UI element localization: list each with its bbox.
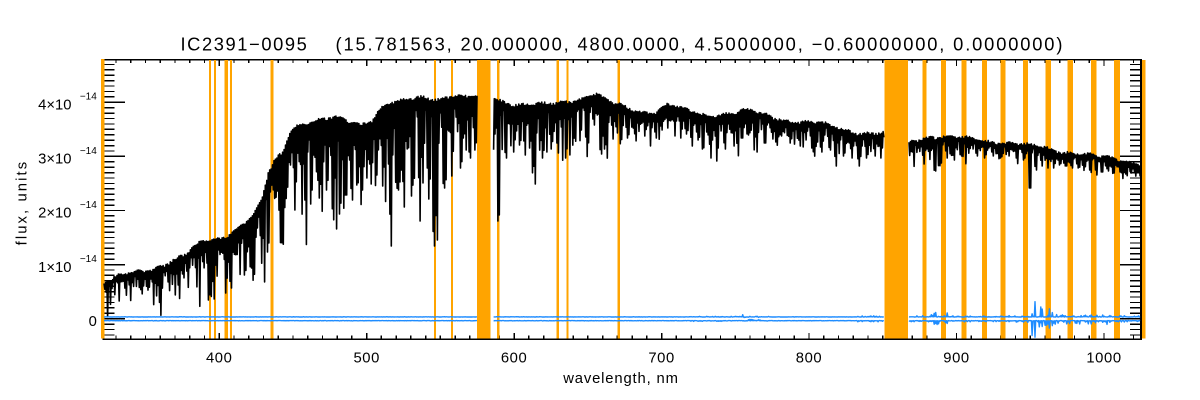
svg-text:1000: 1000 — [1086, 350, 1121, 366]
svg-text:flux, units: flux, units — [15, 160, 31, 246]
svg-text:−14: −14 — [80, 254, 97, 265]
svg-text:−14: −14 — [80, 146, 97, 157]
svg-text:−14: −14 — [80, 92, 97, 103]
svg-text:(15.781563, 20.000000, 4800.00: (15.781563, 20.000000, 4800.0000, 4.5000… — [336, 33, 1065, 54]
svg-text:4×10: 4×10 — [38, 98, 71, 114]
svg-text:wavelength, nm: wavelength, nm — [562, 371, 679, 387]
svg-text:500: 500 — [353, 350, 380, 366]
svg-text:0: 0 — [89, 314, 97, 330]
svg-text:2×10: 2×10 — [38, 206, 71, 222]
svg-text:800: 800 — [796, 350, 823, 366]
svg-text:−14: −14 — [80, 200, 97, 211]
svg-text:1×10: 1×10 — [38, 260, 71, 276]
svg-text:IC2391−0095: IC2391−0095 — [181, 33, 309, 54]
svg-text:600: 600 — [501, 350, 528, 366]
svg-text:700: 700 — [648, 350, 675, 366]
svg-text:400: 400 — [206, 350, 233, 366]
svg-text:3×10: 3×10 — [38, 152, 71, 168]
svg-text:900: 900 — [943, 350, 970, 366]
